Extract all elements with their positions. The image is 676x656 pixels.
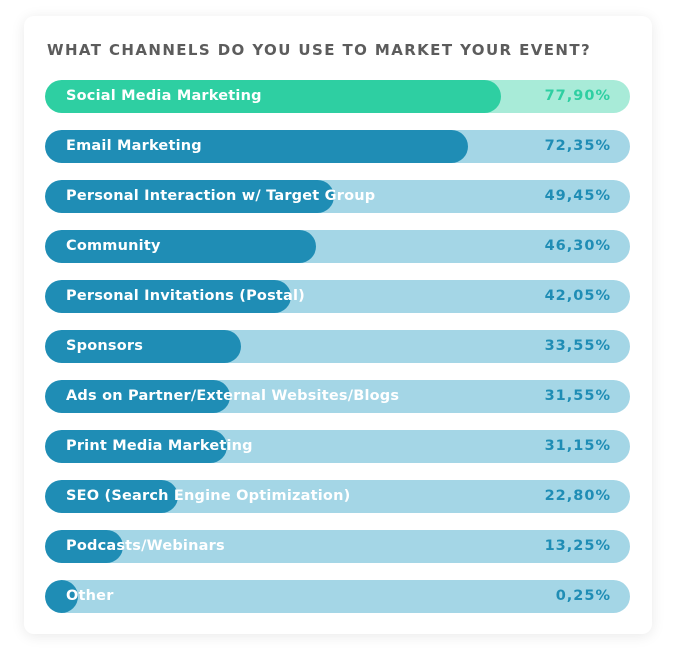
bar-value-label: 49,45%: [544, 188, 611, 204]
bar-value-label: 33,55%: [544, 338, 611, 354]
bar: [45, 80, 501, 113]
bar-row: Personal Invitations (Postal) 42,05%: [45, 280, 630, 313]
bar-row: Podcasts/Webinars 13,25%: [45, 530, 630, 563]
bar-label: Ads on Partner/External Websites/Blogs: [66, 388, 400, 404]
bar-track: [45, 530, 630, 563]
bar-label: Print Media Marketing: [66, 438, 253, 454]
bar-value-label: 72,35%: [544, 138, 611, 154]
bar-label: Personal Interaction w/ Target Group: [66, 188, 376, 204]
bar-row: SEO (Search Engine Optimization) 22,80%: [45, 480, 630, 513]
bar: [45, 530, 123, 563]
bar-label: Other: [66, 588, 114, 604]
bar-row: Print Media Marketing 31,15%: [45, 430, 630, 463]
bar-label: Social Media Marketing: [66, 88, 262, 104]
bar: [45, 430, 228, 463]
bar: [45, 130, 469, 163]
bar: [45, 480, 179, 513]
bar: [45, 380, 230, 413]
bar-value-label: 77,90%: [544, 88, 611, 104]
bar-label: Personal Invitations (Postal): [66, 288, 306, 304]
chart-title: WHAT CHANNELS DO YOU USE TO MARKET YOUR …: [47, 41, 592, 59]
bar-row: Social Media Marketing 77,90%: [45, 80, 630, 113]
bar-label: Community: [66, 238, 161, 254]
bar-label: Podcasts/Webinars: [66, 538, 225, 554]
bar-row: Email Marketing 72,35%: [45, 130, 630, 163]
bar-list: Social Media Marketing 77,90% Email Market…: [45, 80, 630, 630]
bar-label: SEO (Search Engine Optimization): [66, 488, 351, 504]
bar: [45, 330, 242, 363]
bar-value-label: 42,05%: [544, 288, 611, 304]
bar-value-label: 0,25%: [555, 588, 611, 604]
bar-label: Email Marketing: [66, 138, 202, 154]
bar: [45, 180, 335, 213]
bar-value-label: 31,55%: [544, 388, 611, 404]
bar-row: Sponsors 33,55%: [45, 330, 630, 363]
bar-value-label: 31,15%: [544, 438, 611, 454]
bar: [45, 580, 78, 613]
bar-label: Sponsors: [66, 338, 144, 354]
bar-value-label: 46,30%: [544, 238, 611, 254]
bar-row: Other 0,25%: [45, 580, 630, 613]
bar-value-label: 13,25%: [544, 538, 611, 554]
bar-track: [45, 580, 630, 613]
bar: [45, 230, 316, 263]
bar-row: Personal Interaction w/ Target Group 49,4…: [45, 180, 630, 213]
bar-row: Community 46,30%: [45, 230, 630, 263]
bar-value-label: 22,80%: [544, 488, 611, 504]
bar: [45, 280, 291, 313]
bar-row: Ads on Partner/External Websites/Blogs 31…: [45, 380, 630, 413]
